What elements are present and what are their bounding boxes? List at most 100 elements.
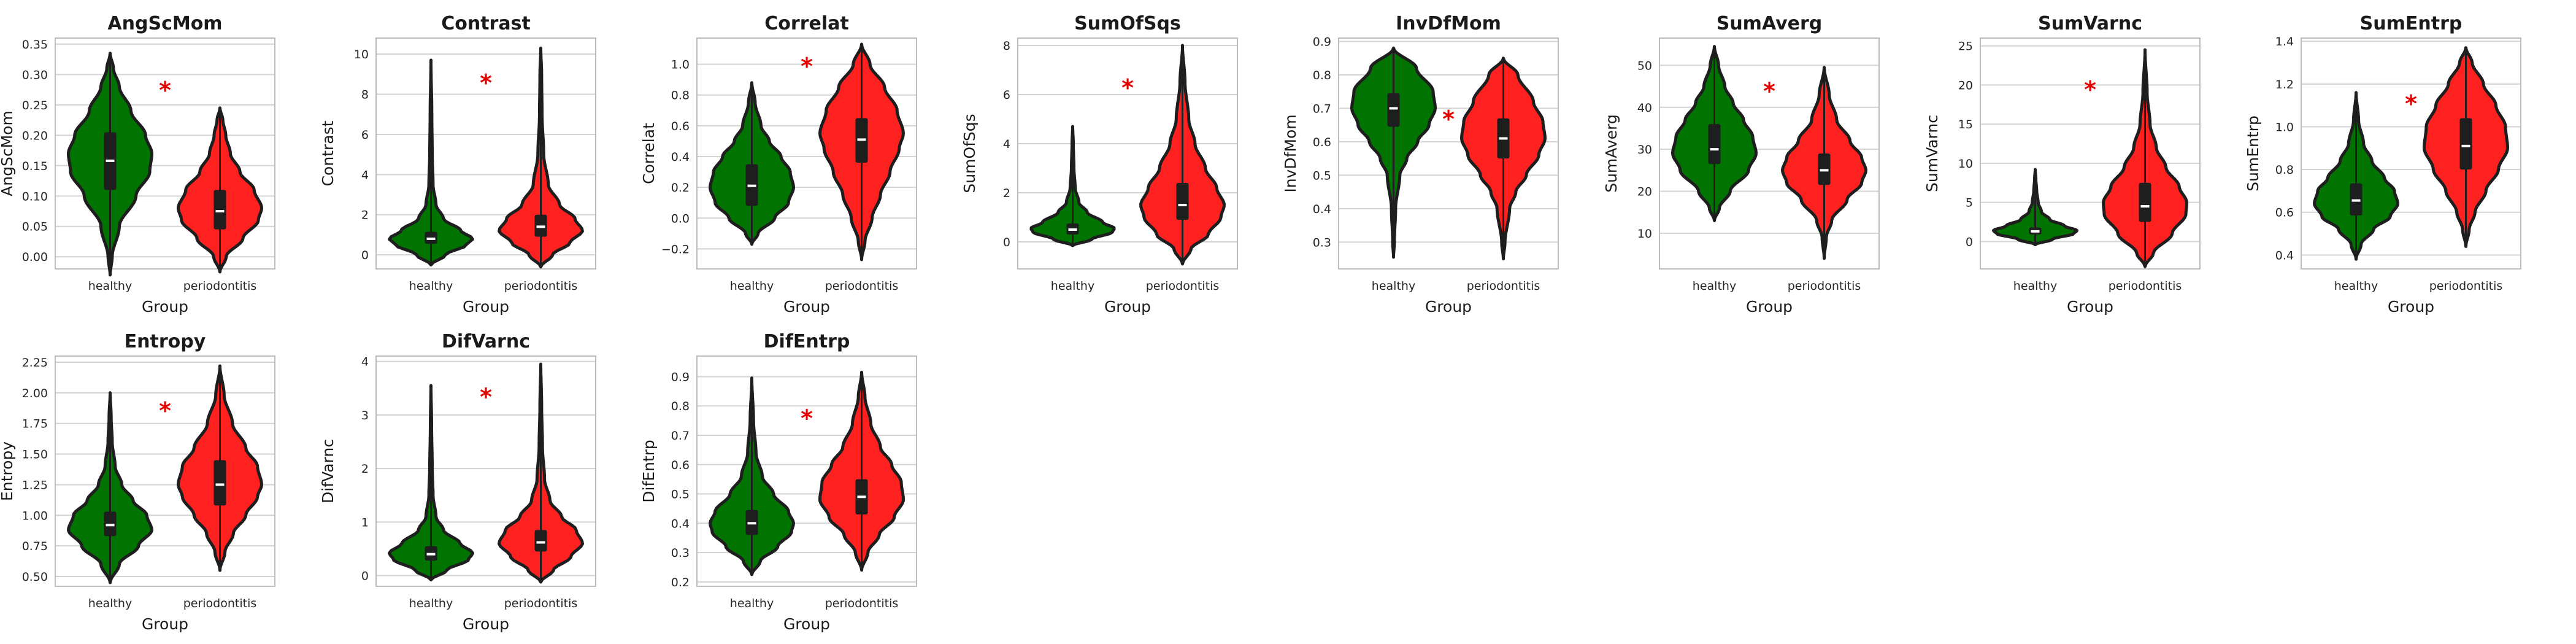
y-tick-label: 2.00: [22, 387, 48, 400]
x-tick-label: periodontitis: [504, 597, 578, 610]
x-tick-label: healthy: [730, 597, 774, 610]
significance-marker: *: [1442, 106, 1455, 133]
y-tick-label: 25: [1958, 40, 1973, 53]
significance-marker: *: [2405, 90, 2417, 117]
y-tick-label: 0.75: [22, 540, 48, 553]
y-tick-label: 10: [354, 48, 369, 61]
panel-entropy: 0.500.751.001.251.501.752.002.25healthy p…: [0, 331, 275, 633]
y-tick-label: 0.6: [671, 120, 690, 133]
significance-marker: *: [801, 53, 813, 80]
y-axis-label: Contrast: [319, 120, 337, 186]
significance-marker: *: [801, 405, 813, 432]
chart-title: Entropy: [125, 331, 206, 352]
significance-marker: *: [159, 397, 171, 424]
x-tick-label: periodontitis: [1788, 279, 1861, 293]
iqr-box-periodontitis: [1177, 183, 1189, 220]
x-axis-label: Group: [1104, 298, 1151, 316]
panel-contrast: 0 2 4 6 8 10 healthy periodontitis * Contrast Grou…: [319, 13, 596, 316]
iqr-box-healthy: [1388, 93, 1400, 126]
y-tick-label: 0.5: [671, 488, 690, 502]
y-tick-label: 0.0: [671, 212, 690, 225]
iqr-box-periodontitis: [2139, 183, 2151, 222]
y-tick-label: 2: [361, 209, 369, 222]
y-tick-label: 1.50: [22, 448, 48, 462]
y-axis-label: Correlat: [640, 123, 658, 184]
panel-invdfmom: 0.30.40.50.60.70.80.9healthy periodontiti…: [1282, 13, 1558, 316]
y-tick-label: 8: [361, 88, 369, 102]
y-tick-label: 0.6: [2275, 206, 2294, 220]
y-tick-label: 0.8: [671, 400, 690, 413]
chart-title: SumAverg: [1717, 13, 1823, 34]
y-tick-label: 0.4: [1313, 203, 1331, 216]
y-tick-label: 0.8: [2275, 163, 2294, 177]
y-tick-label: 0.4: [671, 150, 690, 164]
y-tick-label: 20: [1637, 185, 1652, 199]
significance-marker: *: [159, 77, 171, 104]
y-tick-label: 0.8: [671, 89, 690, 103]
chart-title: SumVarnc: [2038, 13, 2142, 34]
y-tick-label: 6: [361, 128, 369, 142]
x-tick-label: healthy: [1051, 279, 1094, 293]
y-tick-label: 30: [1637, 143, 1652, 157]
y-tick-label: 5: [1966, 196, 1973, 210]
x-axis-label: Group: [142, 298, 188, 316]
y-tick-label: 0.3: [1313, 236, 1331, 249]
y-tick-label: 0: [361, 249, 369, 262]
panel-sumentrp: 0.4 0.6 0.8 1.0 1.2 1.4 healthy periodontitis * S…: [2244, 13, 2521, 316]
chart-title: Correlat: [764, 13, 848, 34]
x-tick-label: periodontitis: [2429, 279, 2503, 293]
x-tick-label: healthy: [2334, 279, 2378, 293]
y-tick-label: 2.25: [22, 356, 48, 370]
x-tick-label: periodontitis: [183, 279, 257, 293]
y-tick-label: 0.20: [22, 129, 48, 142]
x-axis-label: Group: [2067, 298, 2113, 316]
y-tick-label: 0.7: [1313, 102, 1331, 115]
y-tick-label: 1.0: [2275, 120, 2294, 134]
y-tick-label: 0.05: [22, 220, 48, 234]
chart-title: AngScMom: [107, 13, 222, 34]
y-tick-label: 0.6: [671, 459, 690, 472]
y-tick-label: 0.5: [1313, 169, 1331, 182]
y-axis-label: Entropy: [0, 441, 16, 501]
x-tick-label: healthy: [88, 597, 132, 610]
x-axis-label: Group: [2388, 298, 2434, 316]
y-tick-label: 1.0: [671, 58, 690, 72]
x-tick-label: healthy: [409, 597, 453, 610]
x-axis-label: Group: [463, 615, 509, 633]
y-tick-label: 3: [361, 409, 369, 422]
y-tick-label: 1.4: [2275, 35, 2294, 48]
y-axis-label: DifEntrp: [640, 440, 658, 503]
iqr-box-healthy: [1709, 124, 1721, 164]
panel-sumaverg: 10 20 30 40 50 healthy periodontitis * SumAverg G…: [1602, 13, 1879, 316]
y-tick-label: 4: [1003, 138, 1010, 151]
y-tick-label: 0.35: [22, 38, 48, 52]
x-tick-label: periodontitis: [504, 279, 578, 293]
iqr-box-periodontitis: [535, 530, 547, 551]
panel-difvarnc: 0 1 2 3 4 healthy periodontitis * DifVarnc Group D…: [319, 331, 596, 633]
y-tick-label: 10: [1637, 227, 1652, 241]
y-tick-label: 0: [361, 570, 369, 583]
y-tick-label: 0.15: [22, 160, 48, 173]
x-tick-label: periodontitis: [183, 597, 257, 610]
x-tick-label: healthy: [2013, 279, 2057, 293]
y-tick-label: 0.25: [22, 99, 48, 112]
y-tick-label: 0.8: [1313, 69, 1331, 82]
panel-correlat: −0.2 0.0 0.2 0.4 0.6 0.8 1.0 healthy periodontit…: [640, 13, 917, 316]
panel-sumvarnc: 0 5 10 15 20 25 healthy periodontitis * SumVarnc G…: [1923, 13, 2200, 316]
chart-title: DifEntrp: [764, 331, 850, 352]
y-tick-label: 2: [361, 462, 369, 476]
y-tick-label: −0.2: [661, 242, 690, 256]
x-tick-label: healthy: [730, 279, 774, 293]
y-tick-label: 1.75: [22, 417, 48, 431]
panel-sumofsqs: 0 2 4 6 8 healthy periodontitis * SumOfSqs Group S…: [961, 13, 1237, 316]
x-tick-label: healthy: [88, 279, 132, 293]
x-axis-label: Group: [1425, 298, 1472, 316]
y-axis-label: SumOfSqs: [961, 114, 978, 193]
y-tick-label: 20: [1958, 79, 1973, 92]
x-tick-label: healthy: [1372, 279, 1415, 293]
x-tick-label: periodontitis: [2109, 279, 2182, 293]
y-tick-label: 1.25: [22, 478, 48, 492]
chart-title: SumOfSqs: [1074, 13, 1181, 34]
iqr-box-periodontitis: [214, 460, 226, 506]
